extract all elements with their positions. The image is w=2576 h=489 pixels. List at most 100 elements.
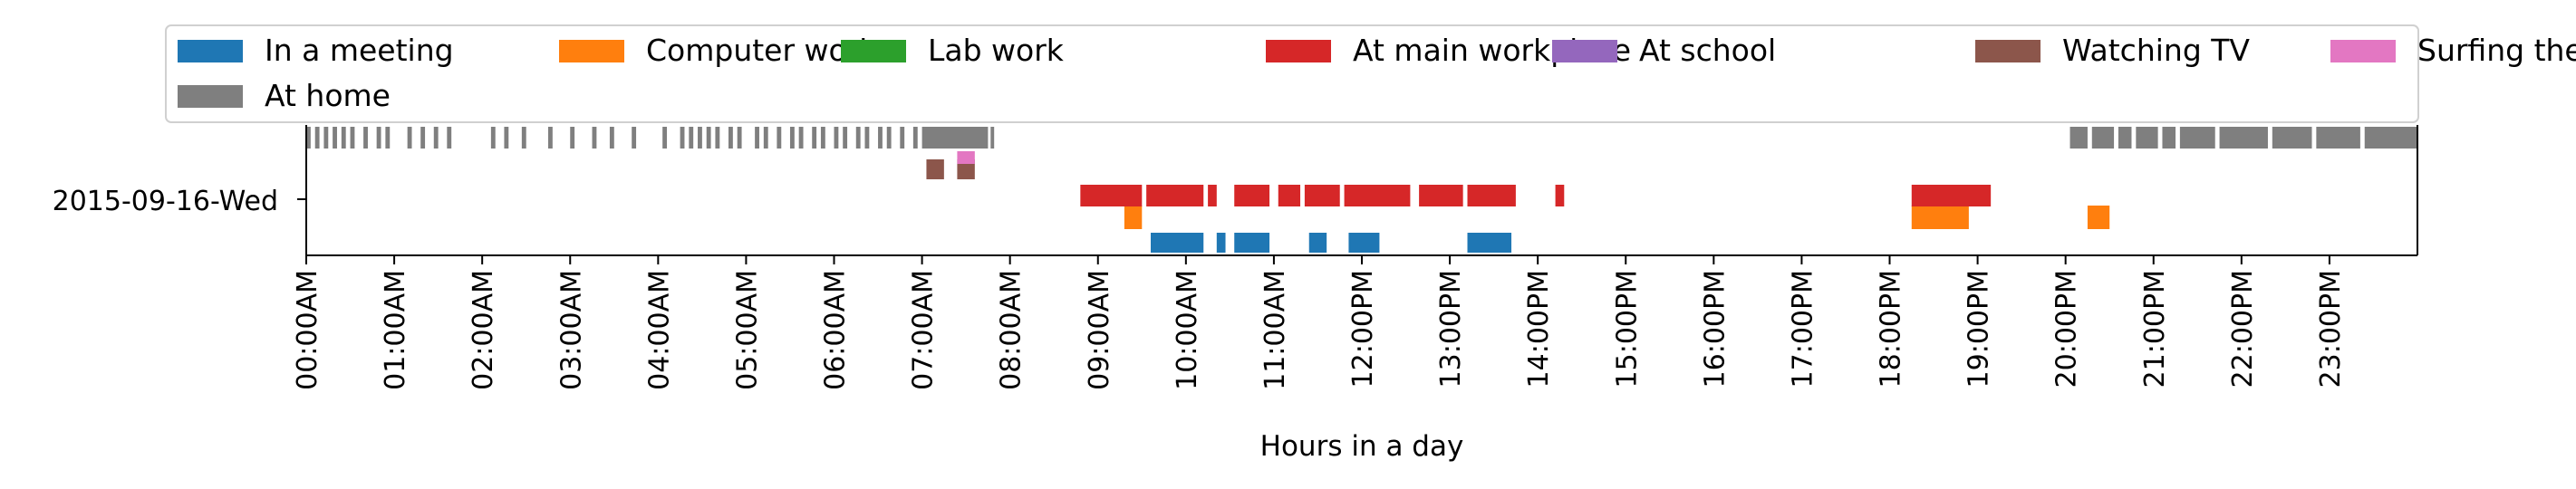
x-tick-label: 00:00AM [292, 270, 323, 390]
x-tick-label: 17:00PM [1787, 270, 1819, 388]
activity-bar [385, 127, 391, 149]
activity-bar [314, 127, 320, 149]
legend-label: At home [265, 78, 391, 113]
x-tick-label: 04:00AM [643, 270, 675, 390]
x-tick-label: 01:00AM [380, 270, 411, 390]
x-tick-label: 14:00PM [1523, 270, 1555, 388]
activity-bar [1308, 233, 1327, 253]
activity-bar [763, 127, 768, 149]
legend-label: In a meeting [265, 33, 454, 68]
activity-bar [900, 127, 905, 149]
activity-bar [323, 127, 329, 149]
activity-bar [1146, 185, 1204, 206]
legend-item: Watching TV [1975, 33, 2250, 68]
legend-swatch [2330, 40, 2396, 62]
activity-bar [912, 127, 918, 149]
activity-bar [1911, 185, 1992, 206]
activity-bar [2364, 127, 2417, 149]
activity-bar [878, 127, 883, 149]
legend-swatch [559, 40, 624, 62]
activity-bar [420, 127, 426, 149]
x-tick-label: 23:00PM [2315, 270, 2347, 388]
activity-bar [350, 127, 355, 149]
activity-bar [957, 159, 975, 179]
activity-bar [609, 127, 614, 149]
x-axis-label: Hours in a day [1260, 430, 1464, 463]
x-tick-label: 02:00AM [468, 270, 499, 390]
x-tick-label: 22:00PM [2227, 270, 2259, 388]
legend-item: At home [178, 78, 391, 113]
activity-bar [333, 127, 337, 149]
activity-bar [2219, 127, 2268, 149]
activity-bar [1911, 206, 1969, 229]
activity-bar [737, 127, 742, 149]
activity-bar [755, 127, 759, 149]
activity-bar [341, 127, 346, 149]
legend-swatch [1552, 40, 1617, 62]
legend-swatch [178, 85, 243, 108]
activity-bar [1080, 185, 1143, 206]
activity-bar [1208, 185, 1217, 206]
activity-bar [698, 127, 702, 149]
x-tick-label: 10:00AM [1172, 270, 1203, 390]
activity-bar [1419, 185, 1463, 206]
activity-bar [662, 127, 668, 149]
activity-bar [2069, 127, 2088, 149]
row-label: 2015-09-16-Wed [53, 186, 278, 217]
activity-bar [855, 127, 861, 149]
legend-label: Surfing the internet [2417, 33, 2576, 68]
activity-bar [2179, 127, 2215, 149]
x-tick-label: 07:00AM [908, 270, 940, 390]
legend-swatch [841, 40, 906, 62]
activity-bar [2162, 127, 2176, 149]
activity-bar [777, 127, 782, 149]
legend-label: Watching TV [2062, 33, 2250, 68]
legend-swatch [1266, 40, 1331, 62]
legend-item: Lab work [841, 33, 1065, 68]
activity-bar [407, 127, 412, 149]
activity-bar [306, 127, 311, 149]
activity-bar [1304, 185, 1340, 206]
activity-bar [680, 127, 685, 149]
x-tick-label: 20:00PM [2051, 270, 2083, 388]
x-tick-label: 18:00PM [1876, 270, 1907, 388]
activity-bar [504, 127, 509, 149]
activity-bar [689, 127, 694, 149]
activity-bar [1216, 233, 1226, 253]
x-tick-label: 09:00AM [1084, 270, 1115, 390]
activity-bar [820, 127, 825, 149]
activity-bar [2091, 127, 2115, 149]
activity-bar [957, 151, 975, 164]
activity-bar [376, 127, 381, 149]
activity-bar [798, 127, 804, 149]
legend-label: At school [1639, 33, 1776, 68]
legend-swatch [1975, 40, 2041, 62]
legend-swatch [178, 40, 243, 62]
legend: In a meeting Computer work Lab work At main… [165, 24, 2576, 123]
axes: 00:00AM 01:00AM 02:00AM 03:00AM 04:00AM 05:00… [292, 125, 2418, 390]
activity-bar [834, 127, 839, 149]
x-tick-label: 08:00AM [996, 270, 1028, 390]
activity-bar [1467, 185, 1516, 206]
x-tick-label: 12:00PM [1347, 270, 1379, 388]
x-tick-label: 19:00PM [1963, 270, 1995, 388]
legend-item: At school [1552, 33, 1776, 68]
activity-bar [886, 127, 892, 149]
activity-bar [632, 127, 637, 149]
activity-bar [363, 127, 368, 149]
legend-item: Computer work [559, 33, 877, 68]
activity-bar [2316, 127, 2360, 149]
activity-bar [547, 127, 553, 149]
x-tick-label: 13:00PM [1435, 270, 1467, 388]
activity-bar [2272, 127, 2312, 149]
activity-bar [921, 127, 989, 149]
activity-bar [715, 127, 720, 149]
x-tick-label: 15:00PM [1611, 270, 1643, 388]
x-tick-label: 11:00AM [1259, 270, 1291, 390]
activity-bar [1278, 185, 1301, 206]
activity-bar [728, 127, 733, 149]
legend-item: In a meeting [178, 33, 454, 68]
activity-bar [433, 127, 439, 149]
activity-bar [706, 127, 711, 149]
